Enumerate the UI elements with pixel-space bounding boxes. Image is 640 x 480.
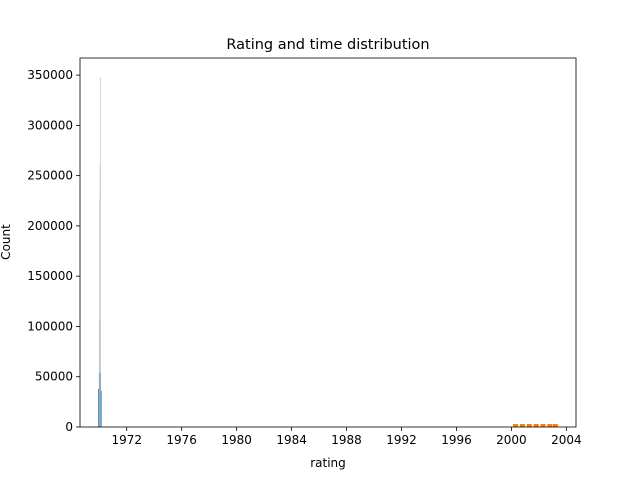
x-axis-ticks: 1972 1976 1980 1984 1988 1992 1996 2000 2004 [111,427,582,447]
x-tick-label: 1988 [331,433,362,447]
bar-series-2-0 [513,423,519,427]
x-tick-label: 1972 [111,433,142,447]
y-tick-label: 100000 [27,319,73,333]
plot-frame [79,57,577,428]
x-tick-label: 1984 [276,433,307,447]
bar-series-2-5 [547,423,553,427]
x-axis-label: rating [310,456,346,470]
y-tick-label: 300000 [27,118,73,132]
y-axis-ticks: 0 50000 100000 150000 200000 250000 300000 3500… [27,68,80,434]
bar-series-2-3 [533,423,539,427]
y-tick-label: 200000 [27,219,73,233]
x-tick-label: 1976 [166,433,197,447]
y-tick-label: 350000 [27,68,73,82]
y-tick-label: 0 [65,420,73,434]
x-tick-label: 1992 [386,433,417,447]
bar-series-2-2 [526,423,532,427]
bars-layer [98,77,558,427]
x-tick-label: 2000 [496,433,527,447]
bar-series-1-3 [99,77,101,427]
y-axis-label: Count [0,224,13,260]
x-tick-label: 2004 [551,433,582,447]
bar-series-2-6 [552,423,558,427]
y-tick-label: 250000 [27,169,73,183]
y-tick-label: 150000 [27,269,73,283]
chart-title: Rating and time distribution [226,37,429,53]
y-tick-label: 50000 [35,370,73,384]
bar-series-2-1 [519,423,525,427]
bar-series-2-4 [540,423,546,427]
x-tick-label: 1996 [441,433,472,447]
x-tick-label: 1980 [221,433,252,447]
